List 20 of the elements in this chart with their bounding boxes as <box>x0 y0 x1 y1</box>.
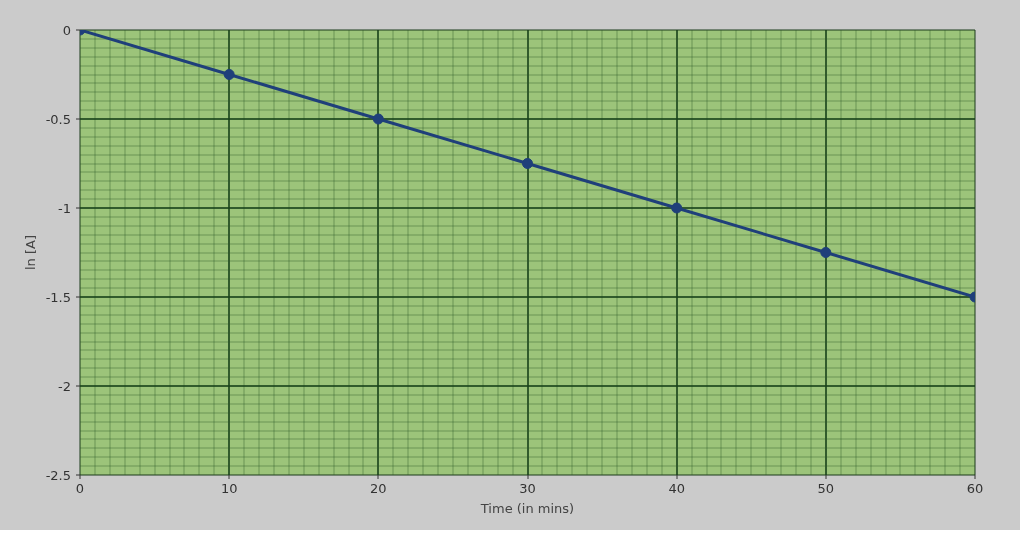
x-axis-title: Time (in mins) <box>479 501 575 516</box>
y-tick-label: -1 <box>58 200 72 216</box>
x-tick-label: 30 <box>519 481 536 496</box>
point <box>522 158 533 169</box>
point <box>223 69 235 80</box>
y-axis-title: ln [A] <box>22 234 38 271</box>
x-tick-label: 40 <box>668 481 685 496</box>
x-tick-label: 0 <box>75 481 85 496</box>
x-tick-label: 50 <box>817 481 835 496</box>
y-tick-label: -2.5 <box>45 467 72 483</box>
x-tick-label: 60 <box>966 481 984 496</box>
x-tick-label: 10 <box>220 481 238 496</box>
point <box>372 113 384 125</box>
y-tick-label: -2 <box>58 378 72 394</box>
point <box>820 247 832 258</box>
y-tick-label: 0 <box>62 22 72 38</box>
y-tick-label: -0.5 <box>45 111 72 127</box>
point <box>671 202 683 214</box>
y-tick-label: -1.5 <box>45 289 72 305</box>
x-tick-label: 20 <box>370 481 387 496</box>
